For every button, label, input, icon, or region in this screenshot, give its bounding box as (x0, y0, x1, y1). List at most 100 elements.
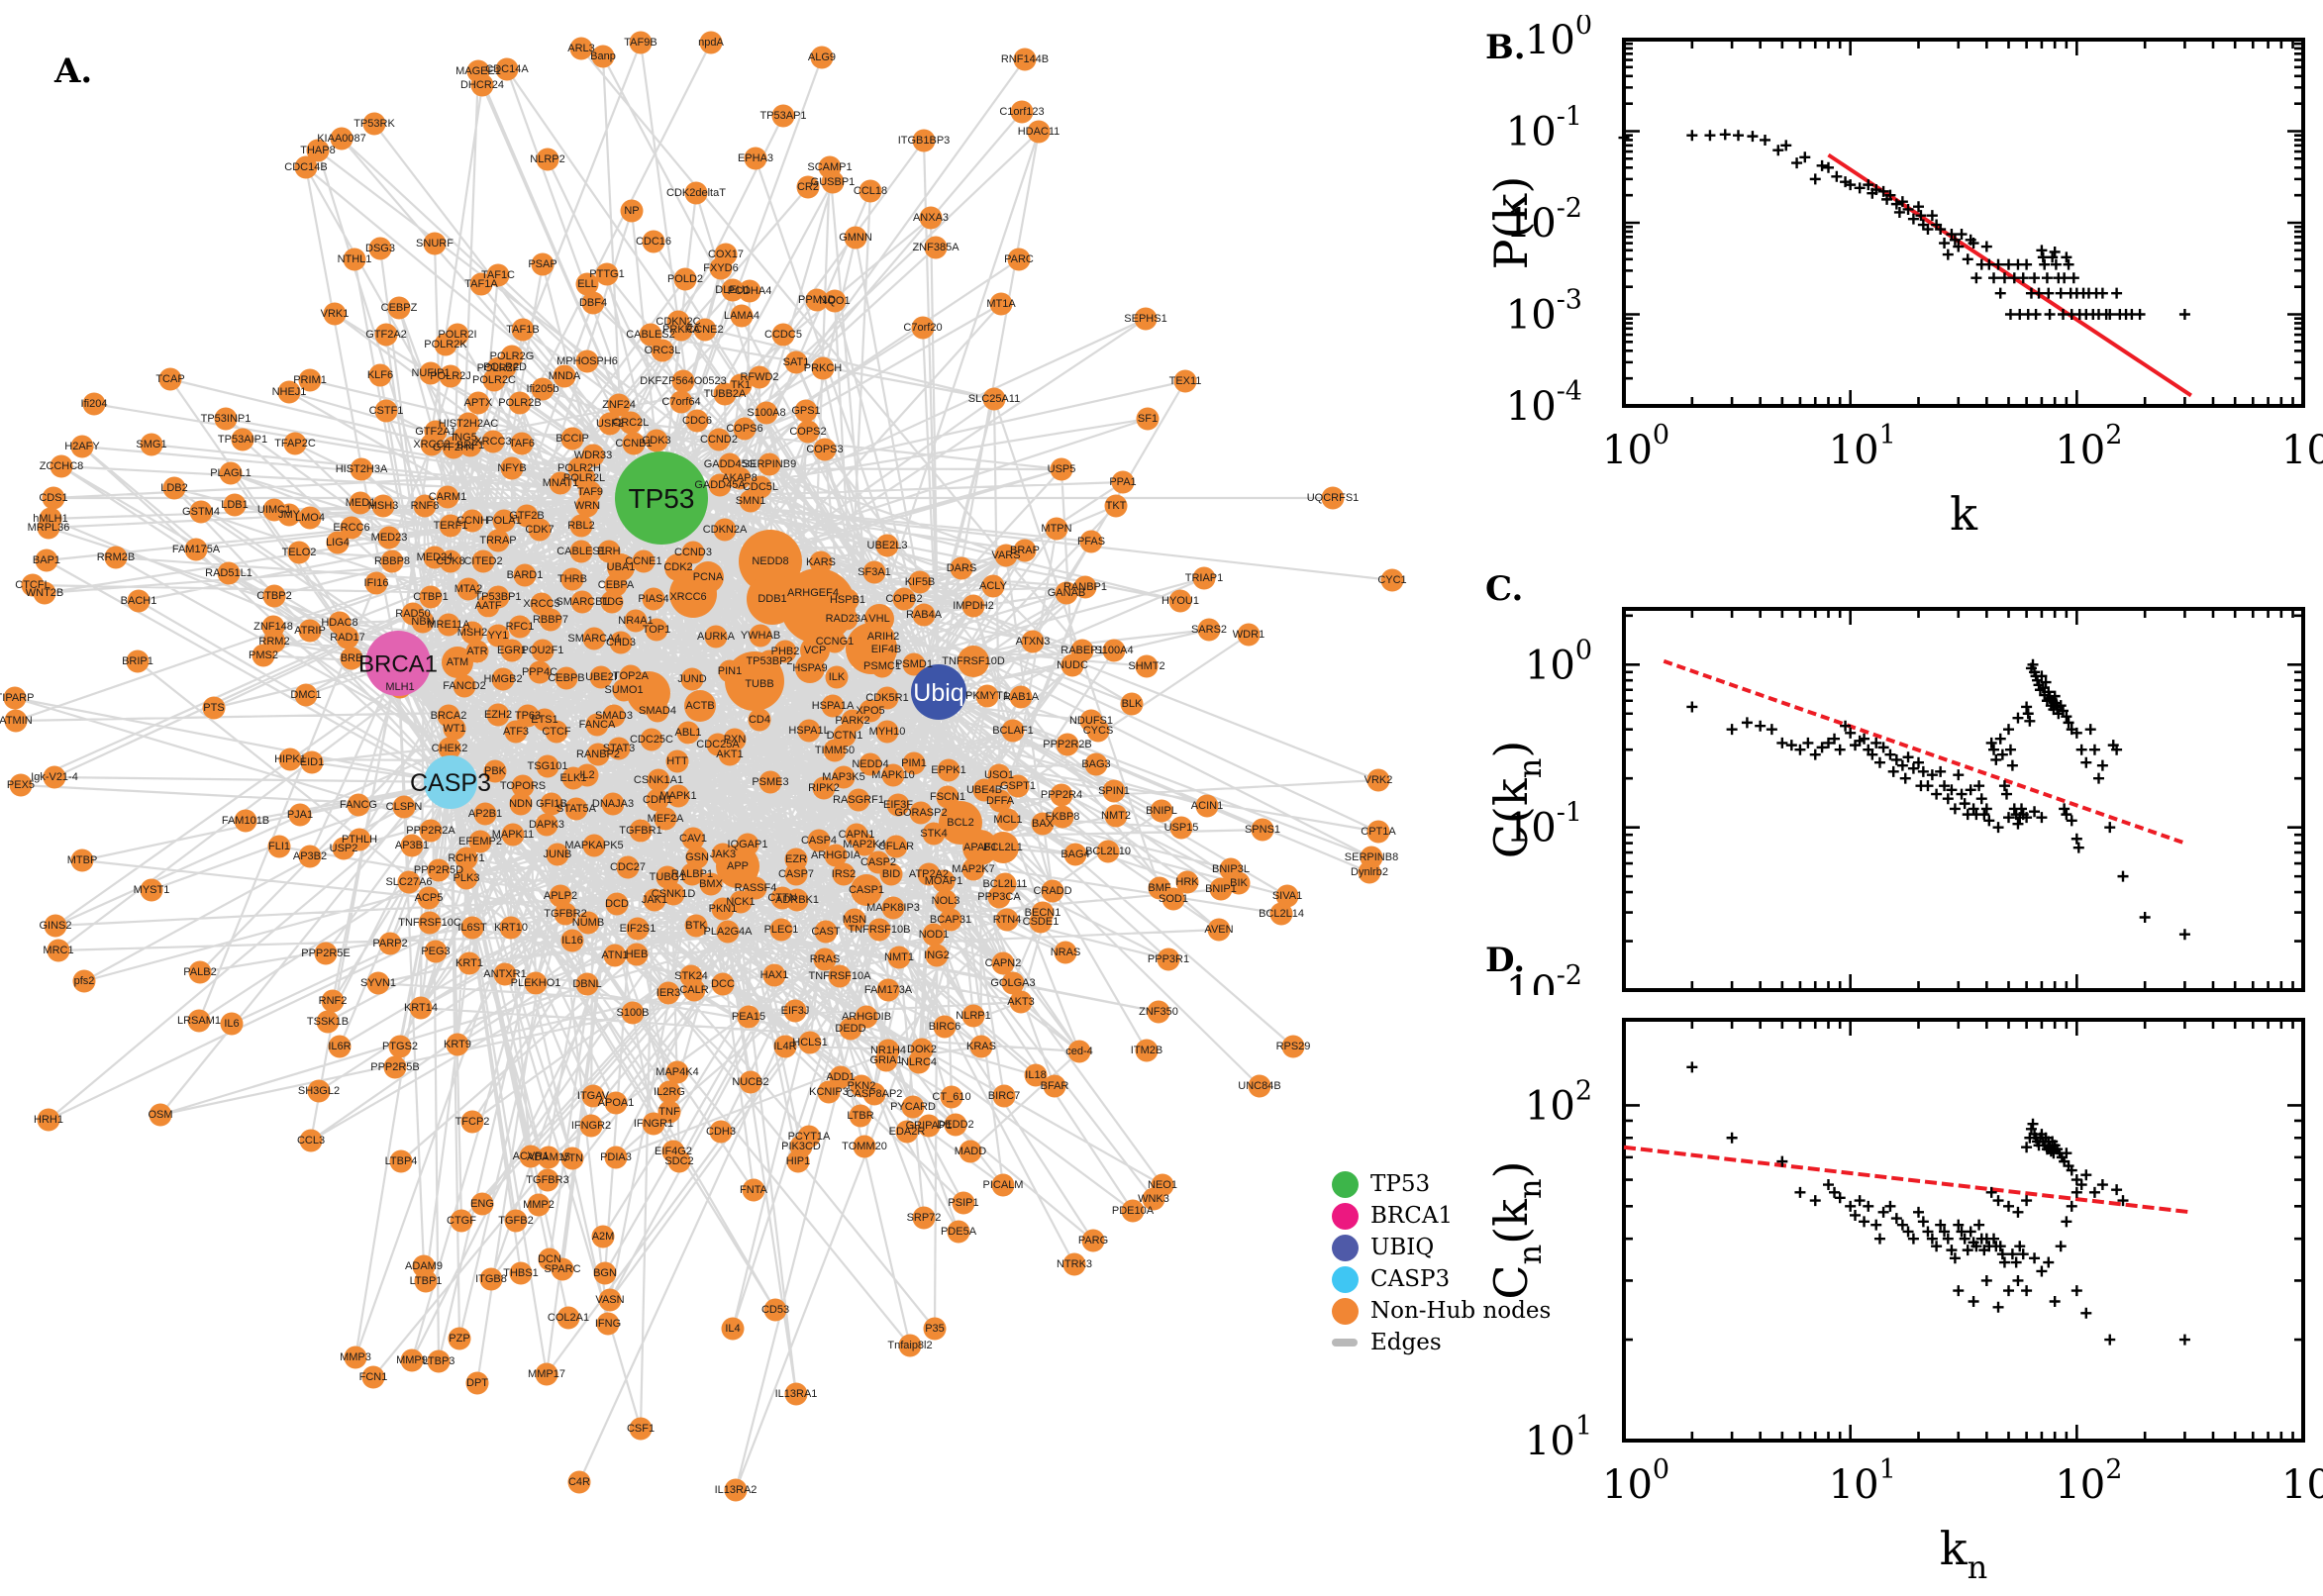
network-node (646, 788, 669, 812)
network-node-label: GRIA1 (869, 1054, 902, 1066)
network-node-label: LDB1 (221, 499, 249, 511)
network-node (1031, 812, 1055, 836)
network-node (492, 509, 516, 533)
network-node-label: ATM (447, 656, 468, 668)
network-node (500, 456, 524, 480)
network-node-label: TAF1B (506, 324, 539, 336)
network-node-label: SMARCB1 (556, 596, 608, 608)
network-node-label: PEA15 (732, 1011, 765, 1023)
network-node (784, 350, 808, 374)
network-node (33, 581, 56, 605)
network-node-label: CYC1 (1377, 574, 1406, 586)
network-node-label: CTGF (447, 1215, 476, 1227)
network-node-label: IL2 (579, 769, 594, 781)
network-node (104, 546, 128, 569)
network-node-label: CDK5R1 (865, 692, 908, 704)
network-node-label: RAD50 (395, 608, 430, 620)
network-node-label: TFCP2 (455, 1116, 490, 1128)
network-node (909, 801, 933, 825)
network-node-label: CHD3 (606, 637, 636, 648)
network-node-label: SPNS1 (1245, 824, 1280, 836)
network-node-label: BLK (1122, 698, 1143, 710)
network-node (738, 279, 761, 303)
network-node-label: CDK2 (663, 561, 692, 573)
network-node (560, 427, 584, 450)
network-node (536, 754, 559, 778)
hub-node-label: CASP3 (410, 769, 491, 797)
network-node-label: CASP2 (860, 856, 896, 868)
network-node (1021, 630, 1045, 653)
network-node-label: BCLAF1 (992, 725, 1034, 737)
network-node (1366, 768, 1390, 792)
network-node (716, 920, 740, 944)
network-node-label: MSH3 (368, 500, 399, 512)
network-node (911, 316, 935, 340)
network-node (460, 621, 484, 645)
network-node-label: MAPK1 (659, 790, 696, 802)
network-node-label: PARP2 (372, 938, 407, 949)
legend-item-label: Edges (1370, 1330, 1442, 1355)
network-node-label: FLI1 (268, 841, 290, 852)
network-node-label: MMP2 (523, 1199, 555, 1211)
network-node (420, 433, 444, 456)
network-node (733, 417, 757, 441)
network-node-label: TAF1C (481, 269, 515, 281)
network-node (685, 409, 709, 433)
network-node-label: NUCB2 (732, 1076, 768, 1088)
network-node-label: GOLGA3 (990, 977, 1035, 989)
network-node (347, 793, 370, 817)
network-node (361, 1365, 385, 1389)
network-node (596, 1312, 620, 1336)
network-node-label: UNC84B (1238, 1080, 1280, 1092)
network-node-label: CALR (679, 984, 708, 996)
network-node-label: PPP2R2B (1043, 739, 1092, 750)
network-node-label: GSPT1 (1000, 780, 1036, 792)
network-node-label: ced-4 (1065, 1046, 1093, 1057)
network-node-label: MSN (843, 914, 867, 926)
network-node (162, 476, 186, 500)
network-node-label: npdA (698, 37, 724, 49)
network-node (1168, 589, 1192, 613)
network-node (924, 236, 948, 259)
network-node-label: CHEK2 (432, 743, 468, 754)
network-node (835, 607, 858, 631)
scatter-points (1686, 1061, 2190, 1346)
network-node (389, 1149, 413, 1173)
network-node-label: LMO4 (295, 512, 325, 524)
network-node (362, 112, 386, 136)
network-node-label: USF2 (596, 418, 624, 430)
network-node-label: PTS (203, 702, 224, 714)
network-node-label: MMP3 (340, 1351, 371, 1363)
svg-text:10-1: 10-1 (1506, 102, 1582, 155)
network-node (501, 823, 525, 847)
network-node (813, 948, 837, 971)
network-node-label: RIPK2 (808, 782, 840, 794)
network-node-label: IER3 (656, 987, 680, 999)
network-node-label: PARG (1078, 1235, 1108, 1247)
network-node (589, 665, 613, 689)
network-node-label: NEO1 (1148, 1179, 1177, 1191)
network-node (510, 432, 534, 455)
network-node (1162, 887, 1185, 911)
network-node (531, 252, 555, 276)
network-node-label: MAP2K4 (843, 839, 885, 850)
network-node-label: RBBP8 (374, 555, 410, 567)
network-node-label: CDK7 (525, 524, 554, 536)
network-node (1081, 1229, 1105, 1252)
network-node (1001, 971, 1025, 995)
network-node (1175, 870, 1199, 894)
network-node-label: PRKCH (804, 362, 843, 374)
network-node-label: COPS6 (726, 423, 762, 435)
network-node-label: LTBR (847, 1110, 873, 1122)
network-node (1147, 1000, 1170, 1024)
network-node (783, 999, 807, 1023)
network-node-label: BCL2 (947, 817, 974, 829)
network-node-label: APP (727, 860, 749, 872)
network-node-label: POLR2L (563, 472, 605, 484)
network-node-label: APOA1 (598, 1097, 635, 1109)
network-node-label: THBS1 (503, 1267, 538, 1279)
network-node (378, 932, 402, 955)
network-node (460, 1110, 484, 1134)
network-node (875, 720, 899, 744)
network-node-label: BACH1 (121, 595, 157, 607)
